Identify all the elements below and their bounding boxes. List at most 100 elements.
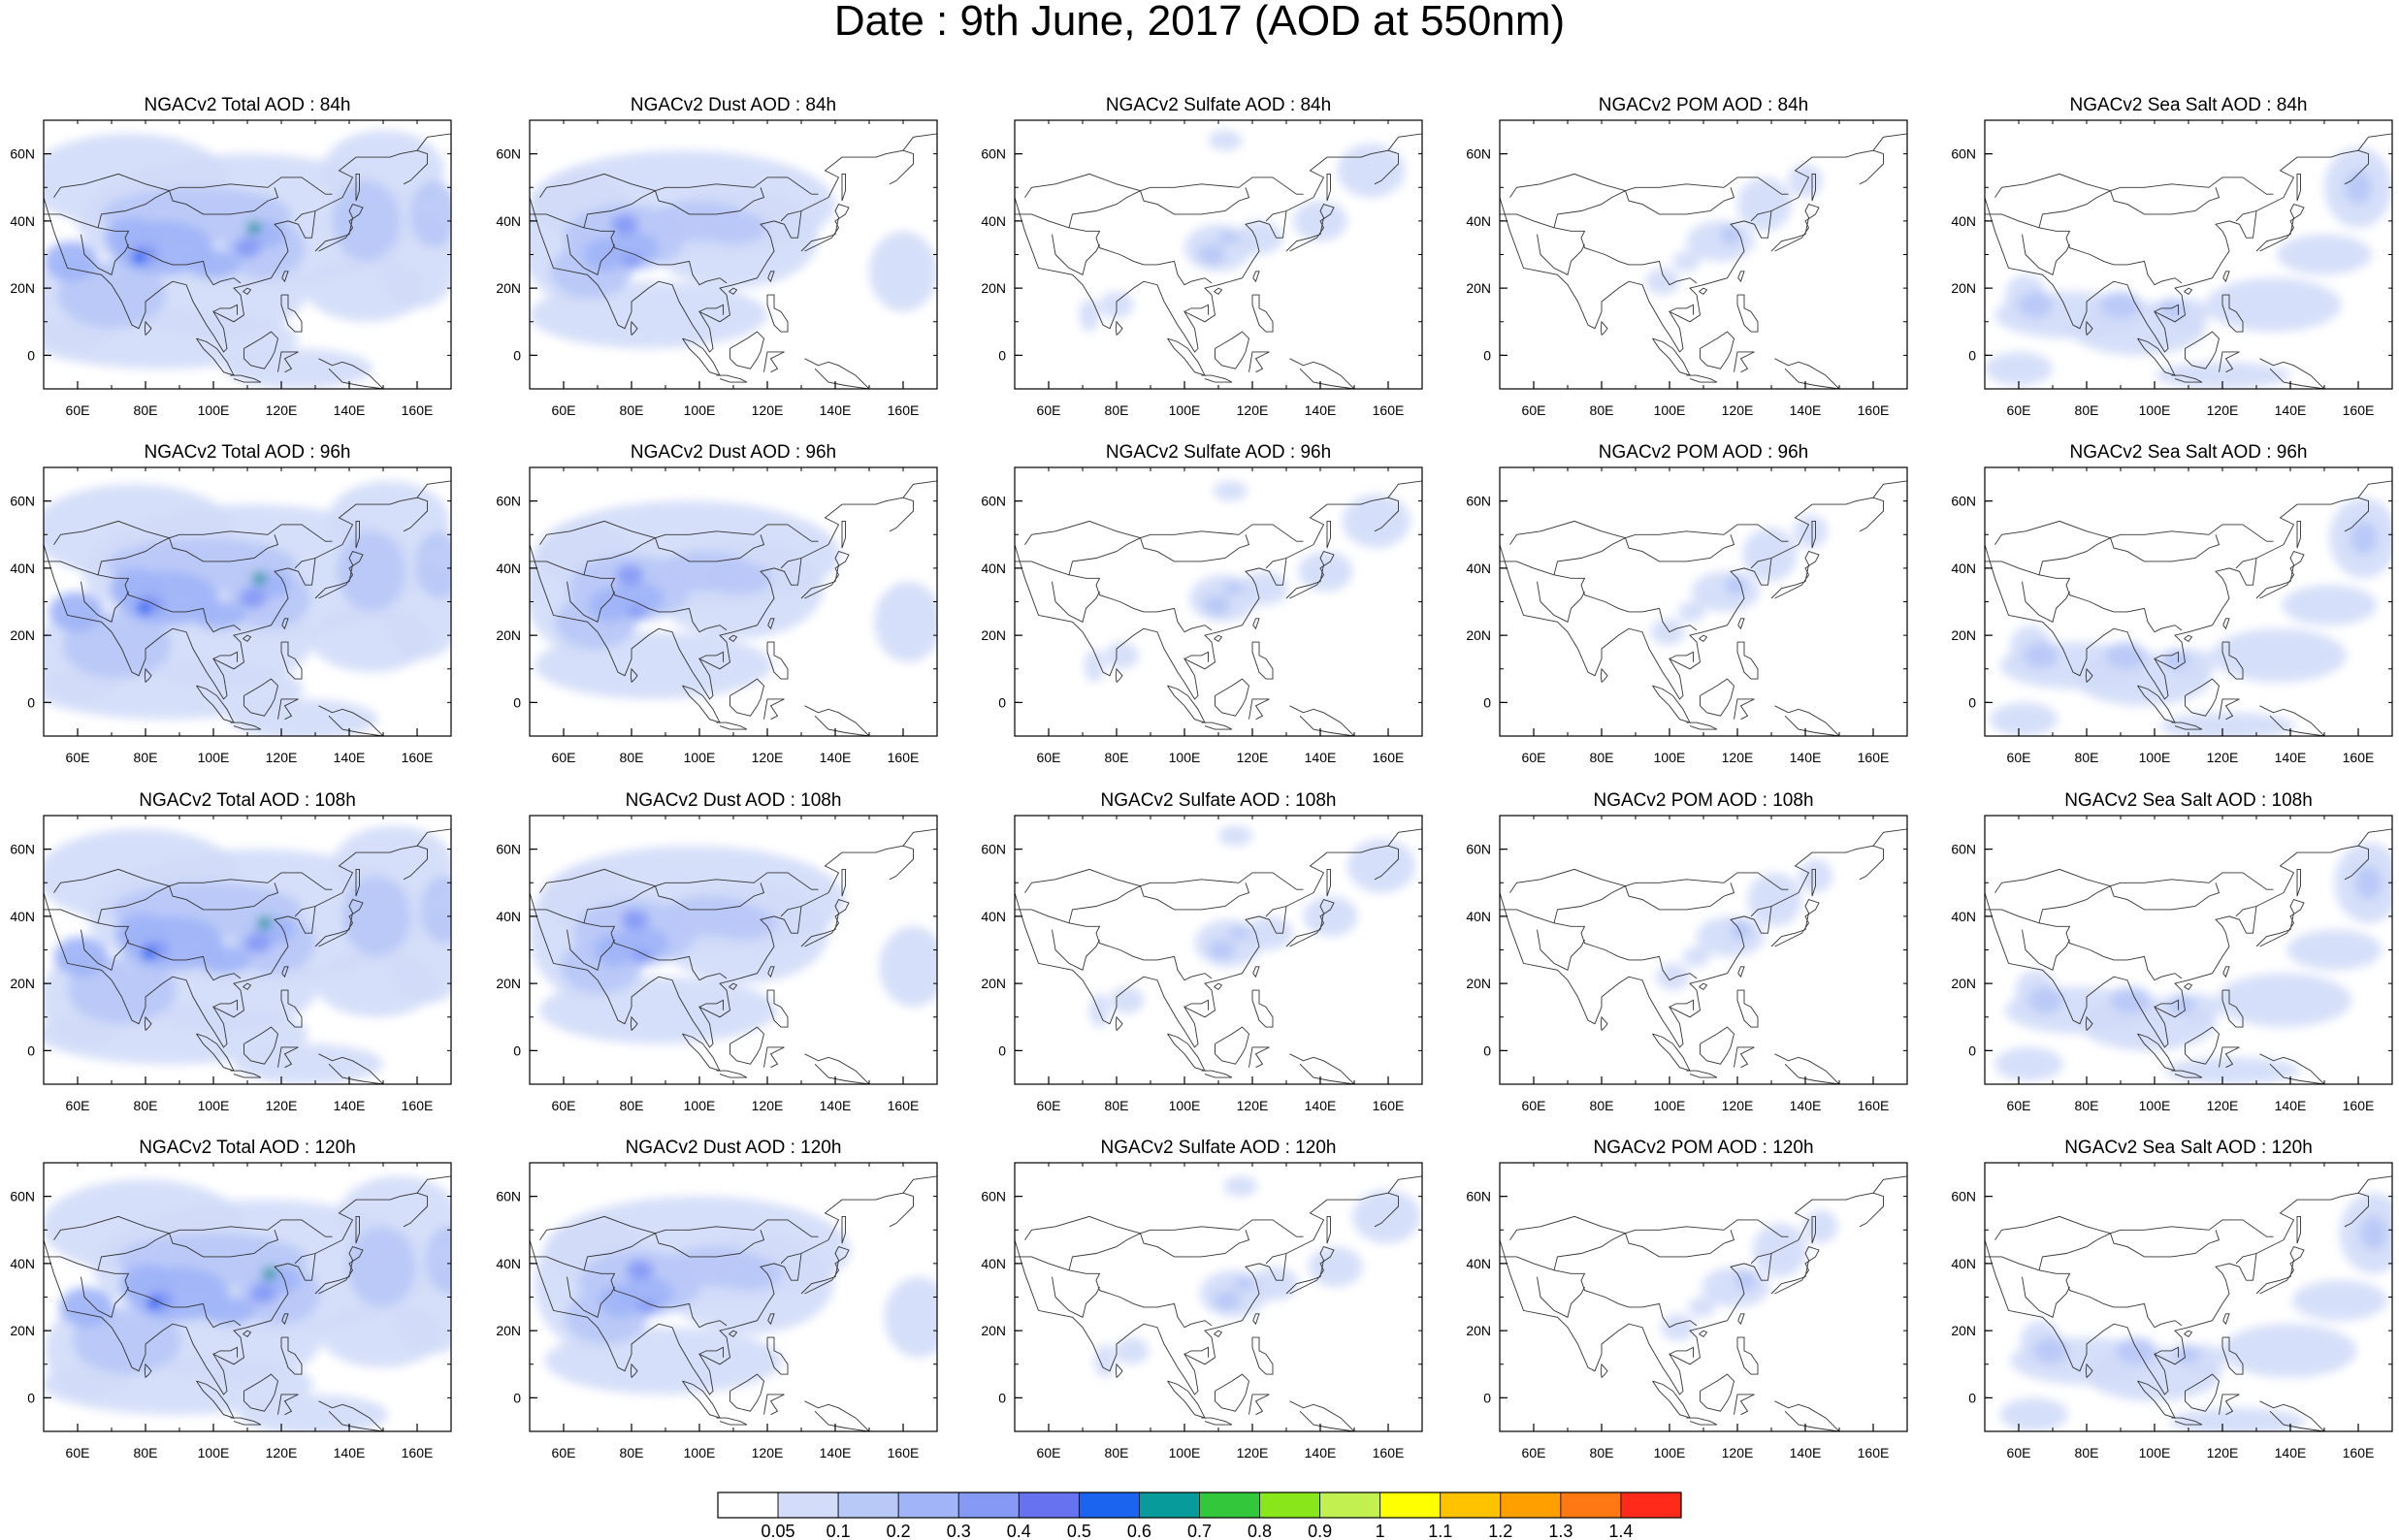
lon-tick-label: 160E: [2343, 750, 2375, 765]
lat-tick-label: 20N: [496, 627, 521, 643]
colorbar-swatch: [837, 1492, 899, 1519]
lon-tick-label: 100E: [2139, 1445, 2171, 1460]
lat-tick-label: 0: [1968, 1390, 1976, 1405]
lon-tick-label: 100E: [684, 1098, 716, 1113]
lon-tick-label: 120E: [1722, 1098, 1754, 1113]
lon-tick-label: 80E: [620, 402, 644, 418]
lat-tick-label: 0: [513, 1390, 521, 1405]
lat-tick-label: 40N: [10, 561, 35, 576]
lon-tick-label: 120E: [266, 1098, 298, 1113]
colorbar-label: 1.2: [1488, 1522, 1512, 1540]
lat-tick-label: 60N: [1466, 1189, 1491, 1204]
panel-title: NGACv2 Dust AOD : 120h: [626, 1138, 842, 1158]
map-panel-r2-c2: 60E 80E 100E 120E 140E 160E 60N 40N 20N 0 NGACv2 D…: [496, 442, 938, 765]
lon-tick-label: 80E: [134, 1098, 158, 1113]
lon-tick-label: 60E: [1037, 1445, 1061, 1460]
lon-tick-label: 60E: [2007, 1445, 2031, 1460]
lon-tick-label: 120E: [2207, 1098, 2239, 1113]
lat-tick-label: 20N: [10, 627, 35, 643]
lon-tick-label: 140E: [2275, 402, 2307, 418]
lon-tick-label: 120E: [1237, 1445, 1269, 1460]
map-panel-r1-c3: 60E 80E 100E 120E 140E 160E 60N 40N 20N 0 NGACv2 S…: [981, 95, 1423, 418]
lon-tick-label: 80E: [2075, 402, 2099, 418]
lon-tick-label: 120E: [752, 1445, 784, 1460]
lon-tick-label: 80E: [620, 1098, 644, 1113]
aod-field: [1084, 480, 1410, 683]
lon-tick-label: 80E: [134, 1445, 158, 1460]
lon-tick-label: 100E: [1169, 1098, 1201, 1113]
colorbar-label: 0.9: [1308, 1522, 1332, 1540]
lon-tick-label: 140E: [334, 1445, 366, 1460]
colorbar-swatch: [897, 1492, 959, 1519]
lat-tick-label: 0: [998, 694, 1006, 710]
colorbar-swatch: [777, 1492, 839, 1519]
lat-tick-label: 0: [1483, 1043, 1491, 1058]
lon-tick-label: 100E: [1654, 402, 1686, 418]
lon-tick-label: 120E: [2207, 1445, 2239, 1460]
map-panel-r4-c2: 60E 80E 100E 120E 140E 160E 60N 40N 20N 0 NGACv2 D…: [496, 1138, 938, 1460]
panel-title: NGACv2 POM AOD : 120h: [1593, 1138, 1813, 1158]
map-panel-r4-c1: 60E 80E 100E 120E 140E 160E 60N 40N 20N 0 NGACv2 T…: [10, 1138, 452, 1460]
panel-title: NGACv2 Total AOD : 96h: [145, 442, 351, 463]
map-panel-r2-c3: 60E 80E 100E 120E 140E 160E 60N 40N 20N 0 NGACv2 S…: [981, 442, 1423, 765]
coastlines: [1015, 133, 1422, 389]
lat-tick-label: 0: [27, 1043, 35, 1058]
lat-tick-label: 20N: [10, 976, 35, 991]
lat-tick-label: 0: [1483, 347, 1491, 363]
lon-tick-label: 60E: [552, 402, 576, 418]
colorbar-label: 0.4: [1007, 1522, 1031, 1540]
lat-tick-label: 0: [1483, 694, 1491, 710]
aod-field: [1094, 1175, 1421, 1378]
lat-tick-label: 40N: [1951, 909, 1976, 924]
colorbar-swatch: [1018, 1492, 1080, 1519]
lat-tick-label: 20N: [981, 1323, 1006, 1338]
lon-tick-label: 160E: [402, 402, 434, 418]
lon-tick-label: 60E: [552, 1098, 576, 1113]
lon-tick-label: 120E: [752, 402, 784, 418]
lat-tick-label: 40N: [496, 213, 521, 229]
lon-tick-label: 140E: [334, 1098, 366, 1113]
lon-tick-label: 60E: [552, 750, 576, 765]
panel-title: NGACv2 Total AOD : 84h: [145, 95, 351, 115]
panel-title: NGACv2 Total AOD : 120h: [139, 1138, 356, 1158]
map-panel-r1-c4: 60E 80E 100E 120E 140E 160E 60N 40N 20N 0 NGACv2 P…: [1466, 95, 1908, 418]
lat-tick-label: 60N: [981, 494, 1006, 509]
lon-tick-label: 160E: [402, 1445, 434, 1460]
panel-title: NGACv2 Sulfate AOD : 96h: [1106, 442, 1331, 463]
lat-tick-label: 40N: [496, 909, 521, 924]
lon-tick-label: 160E: [1858, 750, 1890, 765]
map-panel-r2-c4: 60E 80E 100E 120E 140E 160E 60N 40N 20N 0 NGACv2 P…: [1466, 442, 1908, 765]
lon-tick-label: 140E: [1305, 750, 1337, 765]
lat-tick-label: 40N: [1466, 1256, 1491, 1271]
aod-field: [1985, 146, 2392, 389]
aod-field: [530, 500, 937, 699]
aod-field: [1656, 859, 1832, 991]
lon-tick-label: 140E: [334, 402, 366, 418]
lon-tick-label: 160E: [2343, 402, 2375, 418]
lat-tick-label: 40N: [1466, 213, 1491, 229]
panel-title: NGACv2 POM AOD : 84h: [1599, 95, 1808, 115]
lat-tick-label: 0: [27, 1390, 35, 1405]
map-panel-r2-c5: 60E 80E 100E 120E 140E 160E 60N 40N 20N 0 NGACv2 S…: [1951, 442, 2393, 765]
map-panel-r1-c2: 60E 80E 100E 120E 140E 160E 60N 40N 20N 0 NGACv2 D…: [496, 95, 938, 418]
lon-tick-label: 60E: [66, 1098, 90, 1113]
colorbar-label: 1.4: [1608, 1522, 1633, 1540]
lat-tick-label: 40N: [1951, 561, 1976, 576]
lon-tick-label: 140E: [334, 750, 366, 765]
lon-tick-label: 120E: [752, 1098, 784, 1113]
lat-tick-label: 60N: [10, 1189, 35, 1204]
lon-tick-label: 60E: [66, 402, 90, 418]
colorbar-label: 1: [1376, 1522, 1385, 1540]
lon-tick-label: 60E: [66, 750, 90, 765]
colorbar-swatch: [1199, 1492, 1260, 1519]
lat-tick-label: 0: [1483, 1390, 1491, 1405]
lat-tick-label: 40N: [1466, 909, 1491, 924]
colorbar-swatch: [1379, 1492, 1442, 1519]
map-panel-r3-c2: 60E 80E 100E 120E 140E 160E 60N 40N 20N 0 NGACv2 D…: [496, 790, 938, 1113]
lat-tick-label: 20N: [1951, 280, 1976, 296]
coastlines: [1500, 480, 1907, 736]
lat-tick-label: 40N: [981, 1256, 1006, 1271]
lon-tick-label: 160E: [1858, 402, 1890, 418]
lat-tick-label: 0: [513, 694, 521, 710]
lon-tick-label: 60E: [1037, 750, 1061, 765]
